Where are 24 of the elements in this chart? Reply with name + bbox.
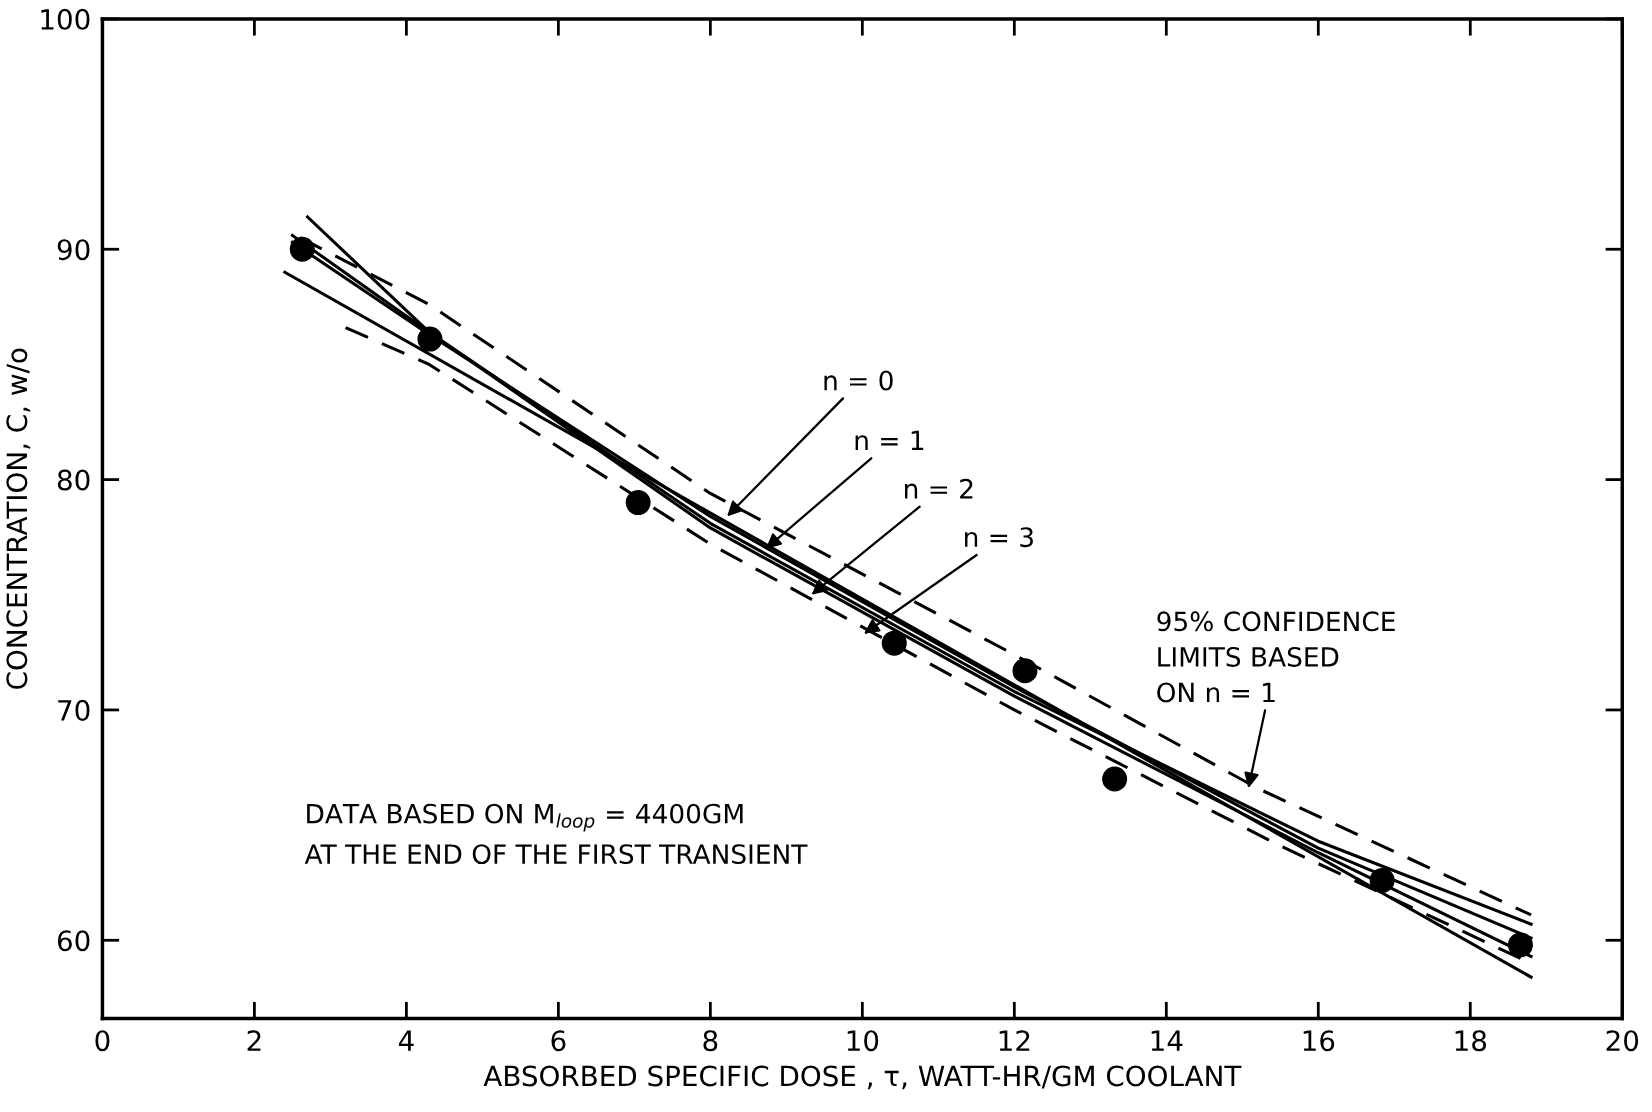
y-tick-label: 90	[57, 239, 90, 261]
x-tick-label: 4	[398, 1030, 414, 1051]
x-tick-label: 6	[551, 1030, 566, 1052]
x-tick-label: 8	[703, 1030, 718, 1052]
annotation: n = 1	[855, 430, 924, 451]
x-tick-label: 20	[1606, 1030, 1639, 1052]
x-tick-label: 0	[95, 1030, 110, 1052]
y-tick-label: 80	[57, 469, 90, 491]
x-tick-label: 10	[847, 1030, 879, 1052]
y-tick-label: 60	[57, 930, 90, 952]
x-tick-label: 2	[247, 1030, 261, 1051]
x-tick-label: 16	[1303, 1030, 1335, 1052]
x-axis-title: ABSORBED SPECIFIC DOSE , τ, WATT-HR/GM COOLANT	[483, 1065, 1242, 1090]
annotation: 95% CONFIDENCE LIMITS BASED ON n = 1	[1157, 611, 1395, 703]
y-tick-label: 100	[41, 8, 90, 30]
x-tick-label: 12	[999, 1030, 1030, 1051]
x-tick-label: 14	[1151, 1030, 1183, 1051]
y-axis-title: CONCENTRATION, C, w/o	[6, 348, 31, 689]
annotation: n = 2	[905, 478, 973, 499]
y-tick-label: 70	[58, 699, 90, 721]
x-tick-label: 18	[1455, 1030, 1487, 1052]
annotation: n = 0	[824, 370, 893, 391]
annotation: DATA BASED ON M$_{loop}$ = 4400GM AT THE END OF THE FIRST TRANSIENT	[304, 803, 808, 865]
annotation: n = 3	[965, 527, 1033, 548]
